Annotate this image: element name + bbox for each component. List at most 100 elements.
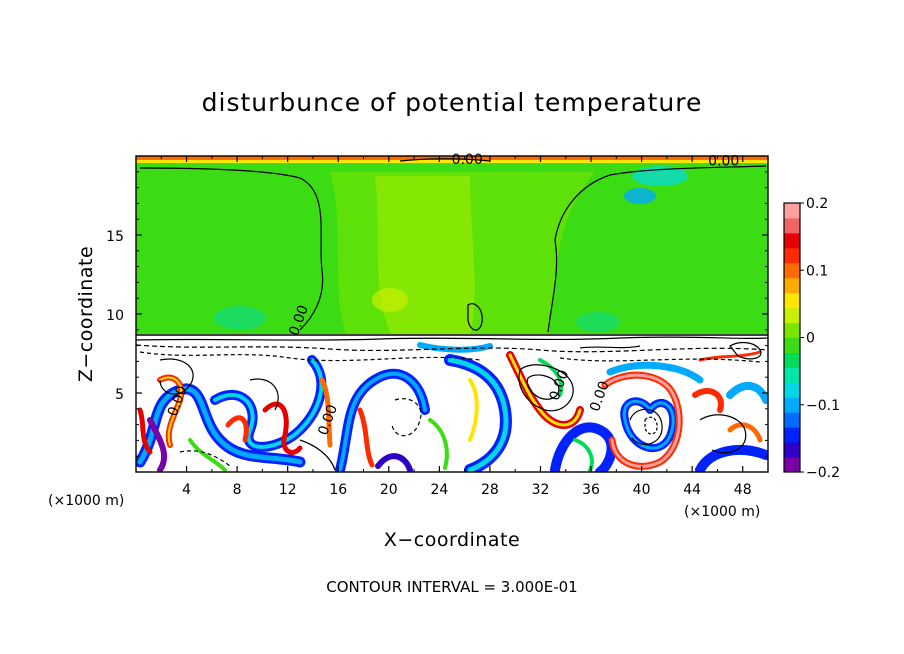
eddy-contour bbox=[644, 416, 658, 435]
chart-title: disturbunce of potential temperature bbox=[202, 88, 703, 117]
x-tick-label: 36 bbox=[582, 482, 600, 498]
warm-eddy bbox=[159, 376, 183, 446]
colorbar-swatch bbox=[784, 322, 800, 338]
colorbar-swatch bbox=[784, 337, 800, 353]
eddy-contour bbox=[579, 345, 641, 349]
upper-weak-blob bbox=[576, 312, 620, 332]
cold-eddy bbox=[695, 445, 768, 472]
top-boundary-band bbox=[136, 160, 768, 163]
warm-eddy bbox=[603, 373, 681, 468]
cold-eddy bbox=[213, 358, 324, 449]
cold-eddy bbox=[137, 386, 303, 465]
colorbar-swatch bbox=[784, 427, 800, 443]
inversion-band bbox=[136, 334, 768, 340]
top-boundary-band bbox=[136, 156, 768, 160]
eddy-contour bbox=[179, 450, 231, 467]
upper-weak-blob bbox=[372, 288, 408, 312]
colorbar-tick-label: −0.2 bbox=[806, 465, 840, 481]
zero-contour-left bbox=[139, 167, 324, 331]
eddy-contour bbox=[159, 358, 194, 395]
colorbar-swatch bbox=[784, 203, 800, 219]
warm-eddy bbox=[727, 422, 763, 443]
colorbar-tick-label: 0.2 bbox=[806, 196, 828, 212]
eddy-contour bbox=[729, 341, 762, 360]
contour-lines bbox=[136, 158, 768, 471]
warm-eddy bbox=[698, 350, 762, 362]
colorbar-swatch bbox=[784, 382, 800, 398]
warm-eddy bbox=[137, 407, 153, 455]
contour-interval-note: CONTOUR INTERVAL = 3.000E-01 bbox=[326, 578, 577, 596]
colorbar-swatch bbox=[784, 397, 800, 413]
cold-eddy bbox=[726, 382, 768, 404]
cold-eddy bbox=[338, 371, 427, 472]
inversion-contour bbox=[136, 344, 768, 353]
colorbar-swatch bbox=[784, 457, 800, 473]
colorbar-swatch bbox=[784, 262, 800, 279]
colorbar-swatch bbox=[784, 352, 800, 368]
zero-contour-top bbox=[399, 158, 491, 162]
cold-eddy bbox=[375, 453, 413, 472]
colorbar-swatch bbox=[784, 412, 800, 428]
warm-eddy bbox=[319, 377, 333, 448]
warm-eddy bbox=[357, 407, 375, 468]
y-tick-label: 15 bbox=[106, 229, 124, 245]
eddy-contour bbox=[249, 378, 279, 411]
warm-eddy bbox=[692, 388, 724, 413]
plot-area bbox=[136, 156, 768, 472]
turbulent-eddies bbox=[136, 342, 768, 472]
eddy-contour bbox=[391, 398, 422, 437]
x-unit-left: (×1000 m) bbox=[48, 493, 124, 509]
warm-eddy bbox=[468, 378, 479, 442]
eddy-contour bbox=[526, 374, 560, 400]
colorbar-swatch bbox=[784, 292, 800, 309]
colorbar-swatch bbox=[784, 442, 800, 458]
neutral-eddy bbox=[188, 438, 227, 472]
inversion-contour bbox=[136, 336, 768, 341]
x-tick-label: 12 bbox=[279, 482, 297, 498]
inversion-contour bbox=[139, 351, 481, 362]
x-tick-label: 48 bbox=[734, 482, 752, 498]
cold-eddy bbox=[147, 417, 168, 472]
eddy-contour bbox=[629, 408, 663, 446]
colorbar-swatch bbox=[784, 232, 800, 249]
contour-label: 0.00 bbox=[708, 153, 739, 169]
colorbar-swatch bbox=[784, 247, 800, 264]
colorbar-tick-label: 0.1 bbox=[806, 263, 828, 279]
y-tick-label: 5 bbox=[115, 387, 124, 403]
x-tick-label: 16 bbox=[329, 482, 347, 498]
x-tick-label: 28 bbox=[481, 482, 499, 498]
x-unit-right: (×1000 m) bbox=[684, 504, 760, 520]
x-tick-label: 20 bbox=[380, 482, 398, 498]
x-tick-label: 24 bbox=[430, 482, 448, 498]
warm-eddy bbox=[225, 415, 249, 443]
y-axis-label: Z−coordinate bbox=[75, 246, 97, 382]
warm-eddy bbox=[262, 401, 303, 455]
colorbar-swatch bbox=[784, 277, 800, 294]
x-tick-label: 8 bbox=[233, 482, 242, 498]
neutral-eddy bbox=[538, 358, 564, 397]
contour-label: 0.00 bbox=[452, 152, 483, 168]
colorbar: −0.2 −0.1 0 0.1 0.2 bbox=[783, 196, 840, 481]
central-plume-core bbox=[375, 176, 475, 336]
colorbar-tick-label: 0 bbox=[806, 331, 815, 347]
x-axis-label: X−coordinate bbox=[384, 529, 520, 551]
cold-eddy bbox=[606, 361, 704, 384]
zero-contour-blob bbox=[467, 303, 483, 331]
cold-eddy bbox=[550, 422, 617, 472]
x-axis-ticks: 4 8 12 16 20 24 28 32 36 40 44 48 bbox=[160, 156, 752, 498]
y-axis-ticks: 5 10 15 bbox=[106, 171, 768, 457]
eddy-contour bbox=[518, 364, 574, 412]
x-tick-label: 4 bbox=[182, 482, 191, 498]
neutral-eddy bbox=[428, 418, 449, 470]
colorbar-tick-label: −0.1 bbox=[806, 398, 840, 414]
x-tick-label: 44 bbox=[683, 482, 701, 498]
colorbar-swatch bbox=[784, 217, 800, 234]
zero-contour-right bbox=[547, 165, 767, 333]
x-tick-label: 40 bbox=[633, 482, 651, 498]
eddy-contour bbox=[299, 439, 336, 471]
colorbar-swatch bbox=[784, 367, 800, 383]
x-tick-label: 32 bbox=[532, 482, 550, 498]
cold-eddy bbox=[622, 399, 675, 450]
upper-weak-blob bbox=[624, 188, 656, 204]
